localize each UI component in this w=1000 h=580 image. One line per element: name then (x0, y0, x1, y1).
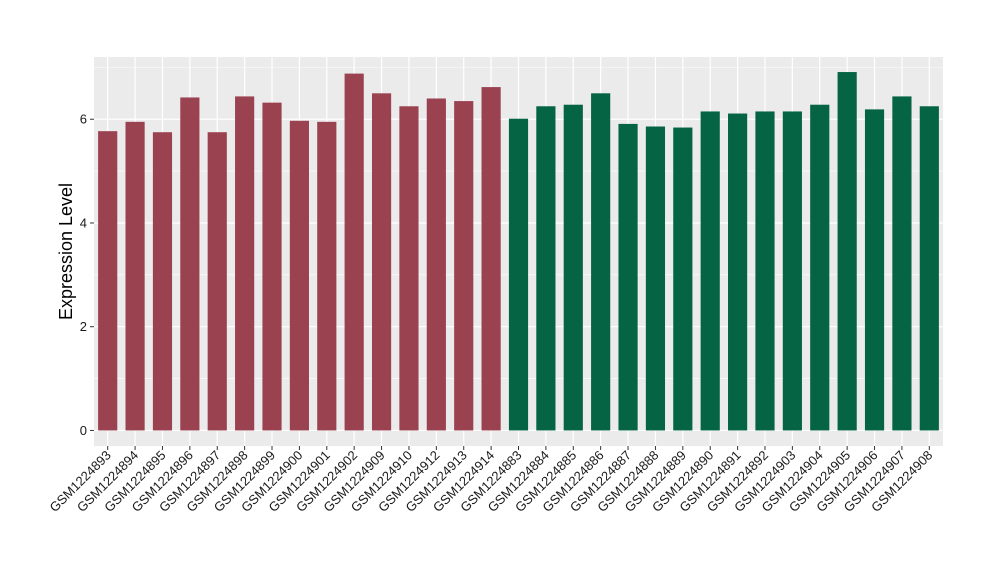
y-tick-label: 4 (80, 215, 87, 230)
bar (673, 127, 693, 431)
bar (207, 132, 227, 431)
x-axis: GSM1224893GSM1224894GSM1224895GSM1224896… (46, 446, 935, 515)
bar (289, 120, 309, 431)
bar (344, 73, 364, 431)
bar (728, 113, 748, 431)
bar (426, 98, 446, 431)
y-tick-label: 6 (80, 112, 87, 127)
bar (618, 123, 638, 431)
bar (700, 111, 720, 431)
bar (864, 109, 885, 431)
bar (180, 97, 200, 431)
bar (919, 106, 939, 431)
bar (371, 93, 392, 431)
bars (98, 72, 939, 431)
bar (235, 96, 255, 431)
bar (645, 126, 666, 431)
bar (399, 106, 419, 431)
bar (837, 72, 857, 431)
bar (262, 102, 282, 431)
bar (536, 106, 556, 431)
y-axis: 0 2 4 6 (80, 112, 94, 438)
bar (454, 101, 474, 431)
bar (782, 111, 802, 431)
bar (317, 121, 337, 431)
bar (892, 96, 912, 431)
bar (755, 111, 775, 431)
y-tick-label: 0 (80, 423, 87, 438)
bar (563, 104, 583, 431)
bar (125, 121, 145, 431)
bar (508, 118, 529, 431)
bar (591, 93, 611, 431)
bar (481, 87, 501, 431)
bar (152, 132, 173, 431)
bar (98, 131, 118, 431)
bar (810, 104, 830, 431)
y-axis-title: Expression Level (56, 183, 76, 320)
y-tick-label: 2 (80, 319, 87, 334)
